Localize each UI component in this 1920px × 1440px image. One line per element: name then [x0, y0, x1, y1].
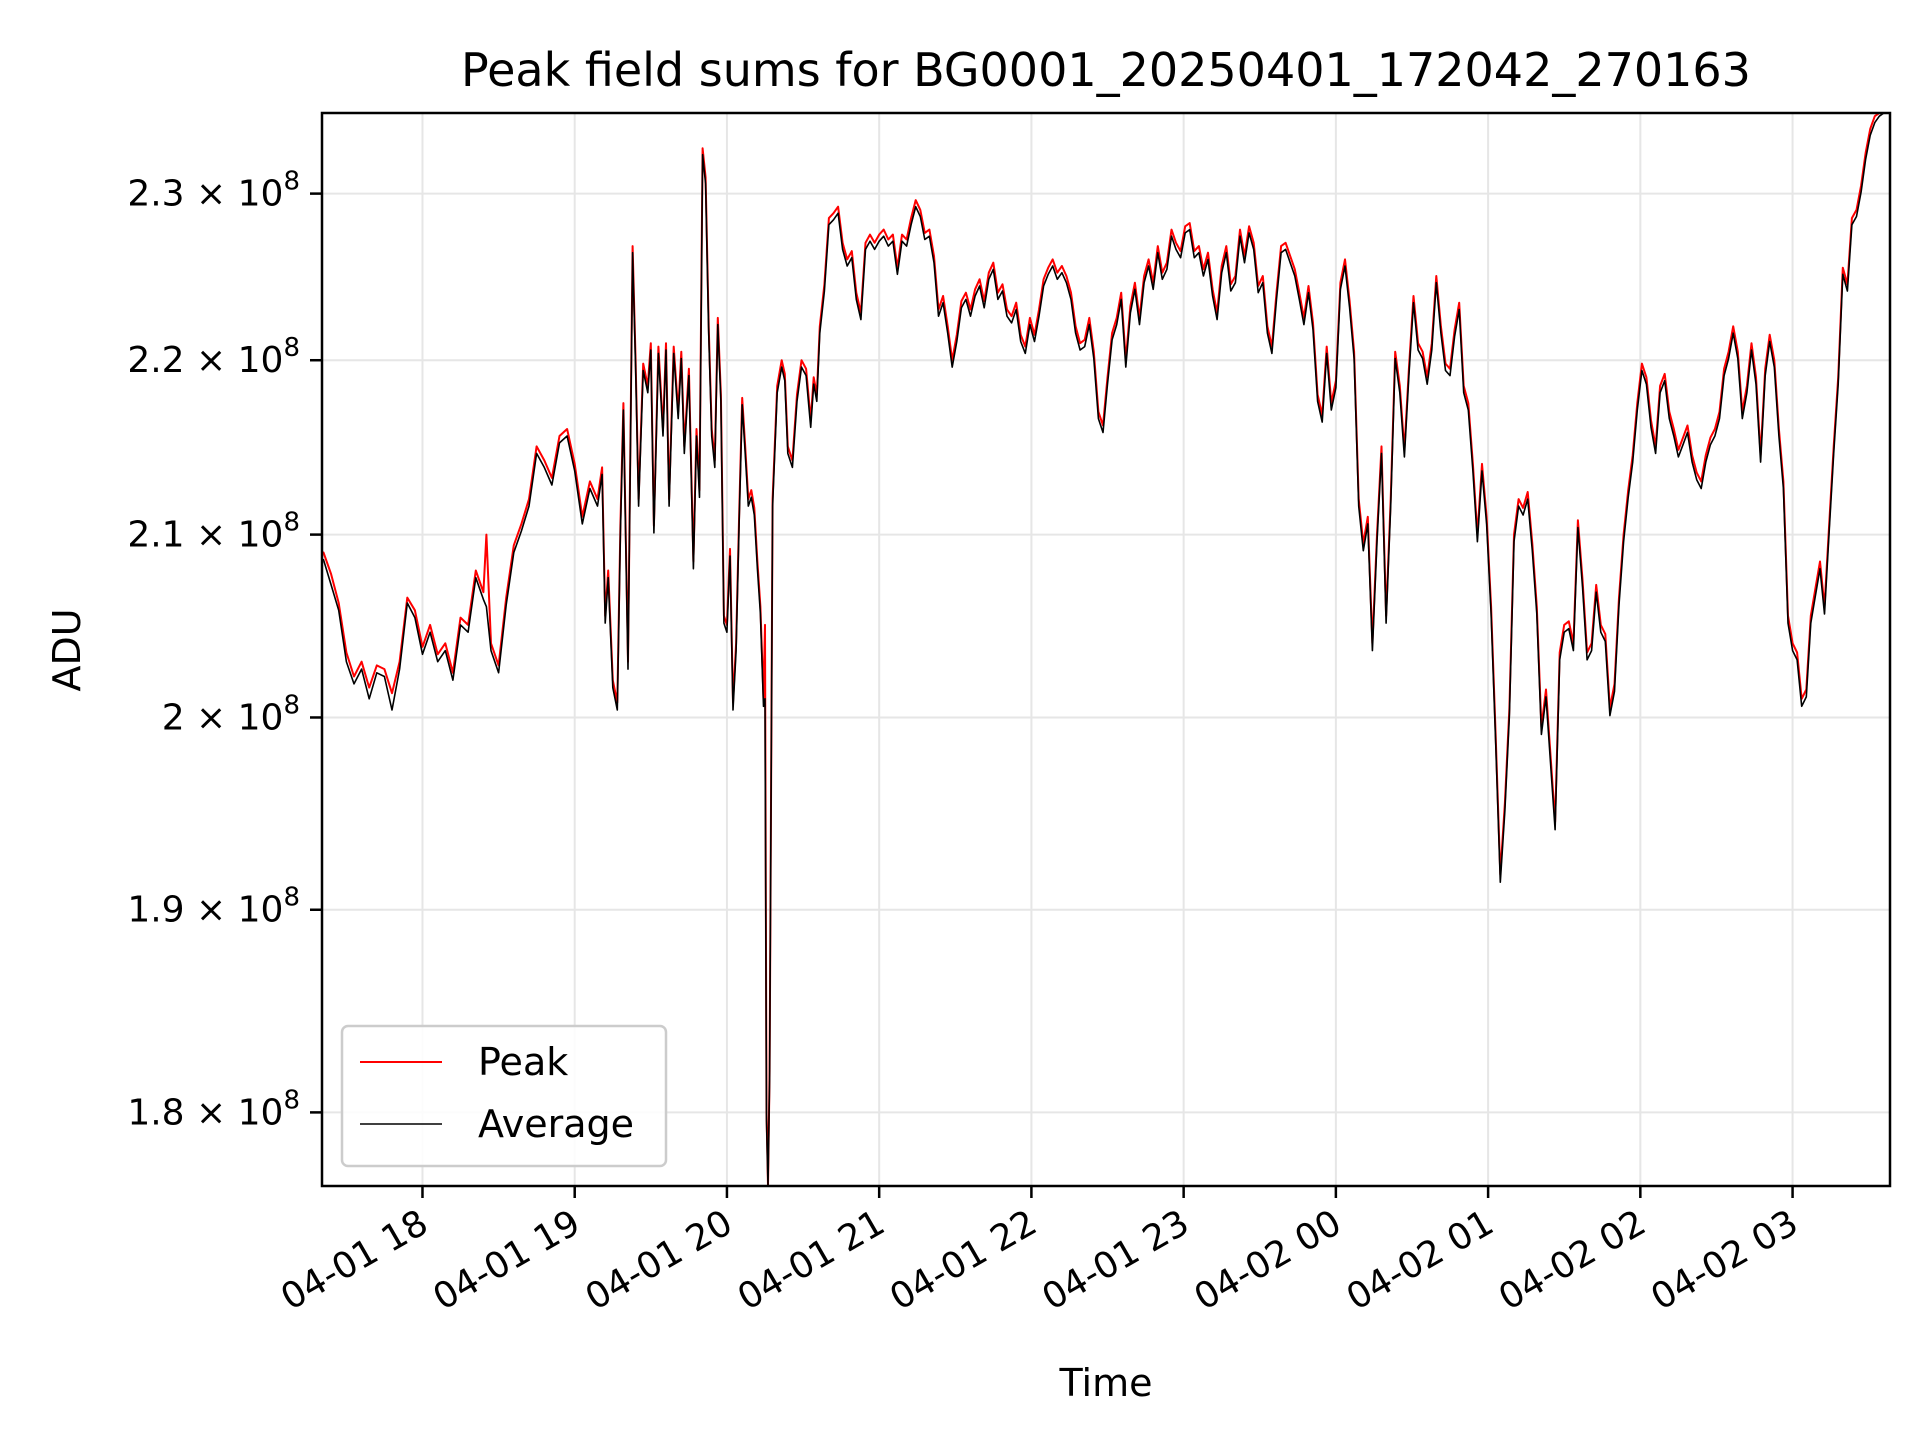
y-tick-label: 2 × 108: [162, 690, 300, 738]
y-tick-label: 1.9 × 108: [127, 883, 300, 931]
y-tick-label: 2.3 × 108: [127, 167, 300, 215]
legend-peak-label: Peak: [478, 1040, 568, 1084]
y-axis-label: ADU: [45, 608, 89, 691]
x-axis-label: Time: [1059, 1361, 1153, 1405]
chart-title: Peak field sums for BG0001_20250401_1720…: [461, 43, 1751, 97]
legend: Peak Average: [340, 1024, 668, 1168]
plot-frame: [320, 111, 1892, 1188]
y-tick-label: 1.8 × 108: [127, 1085, 300, 1133]
y-tick-label: 2.2 × 108: [127, 333, 300, 381]
y-axis: 1.8 × 108 1.9 × 108 2 × 108 2.1 × 108 2.2 × …: [127, 167, 322, 1133]
plot-area: [322, 113, 1890, 1186]
series-line-average: [322, 113, 1890, 1186]
legend-average-label: Average: [478, 1102, 634, 1146]
y-tick-label: 2.1 × 108: [127, 508, 300, 556]
